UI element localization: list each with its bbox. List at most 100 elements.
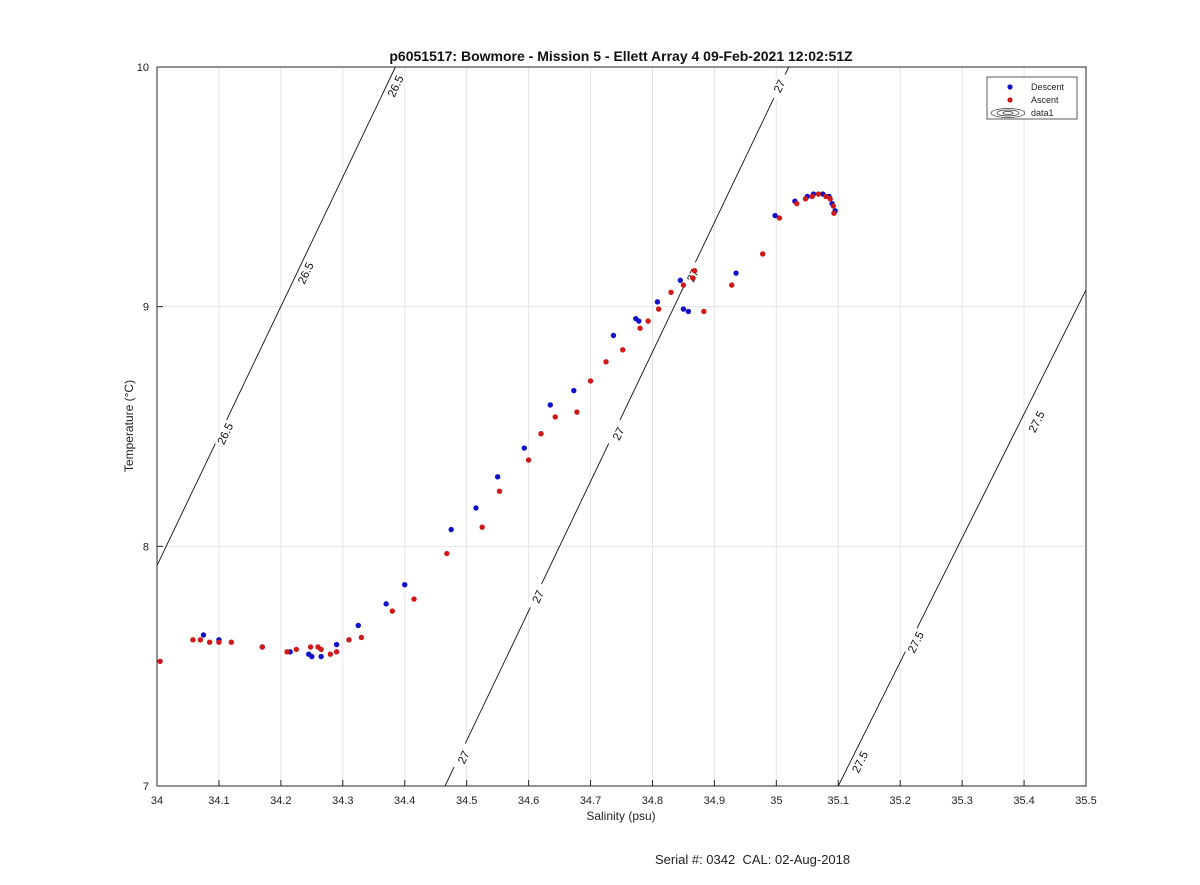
point-ascent bbox=[190, 637, 196, 643]
x-tick-label: 35.3 bbox=[951, 795, 972, 807]
contour-label: 27 bbox=[531, 589, 547, 606]
contour-label: 27 bbox=[456, 749, 472, 766]
point-ascent bbox=[680, 282, 687, 288]
y-tick-label: 7 bbox=[143, 781, 149, 793]
data-points bbox=[157, 191, 838, 665]
point-ascent bbox=[620, 347, 626, 353]
x-tick-label: 34.3 bbox=[332, 795, 353, 807]
point-descent bbox=[733, 270, 739, 276]
point-ascent bbox=[668, 289, 674, 295]
legend-label-descent: Descent bbox=[1031, 82, 1065, 92]
point-ascent bbox=[815, 191, 822, 197]
x-tick-label: 34.9 bbox=[704, 795, 725, 807]
point-ascent bbox=[827, 196, 833, 202]
point-descent bbox=[402, 581, 408, 588]
point-ascent bbox=[206, 639, 213, 645]
point-descent bbox=[521, 445, 527, 451]
point-ascent bbox=[690, 275, 696, 281]
point-descent bbox=[494, 474, 501, 480]
point-ascent bbox=[479, 524, 485, 530]
point-descent bbox=[772, 212, 778, 219]
y-tick-label: 8 bbox=[143, 541, 149, 553]
plot-frame bbox=[156, 66, 1087, 787]
point-descent bbox=[654, 299, 661, 305]
contour-line-27.5 bbox=[837, 289, 1087, 787]
point-ascent bbox=[729, 282, 735, 288]
contour-label-bg bbox=[384, 71, 407, 101]
legend-label-data1: data1 bbox=[1031, 108, 1054, 118]
point-ascent bbox=[444, 550, 450, 557]
point-ascent bbox=[358, 634, 365, 641]
axes: 34 34.1 34.2 34.3 34.4 34.5 34.6 34.7 34.8 34.9 35… bbox=[137, 62, 1097, 807]
point-ascent bbox=[794, 200, 800, 207]
x-axis-label: Salinity (psu) bbox=[586, 809, 655, 823]
legend-marker-ascent bbox=[1007, 97, 1013, 103]
contour-label-bg bbox=[526, 582, 549, 611]
legend-label-ascent: Ascent bbox=[1031, 95, 1059, 105]
y-tick-label: 9 bbox=[143, 302, 149, 314]
legend-marker-descent bbox=[1007, 84, 1013, 90]
contour-label-bg bbox=[294, 258, 317, 288]
point-ascent bbox=[411, 596, 417, 602]
x-tick-label: 34.1 bbox=[208, 795, 229, 807]
point-ascent bbox=[637, 325, 643, 331]
point-descent bbox=[200, 632, 207, 638]
contour-line-26.5 bbox=[156, 66, 396, 566]
point-descent bbox=[473, 505, 479, 511]
point-ascent bbox=[701, 308, 707, 315]
point-descent bbox=[333, 641, 340, 648]
y-axis-label: Temperature (°C) bbox=[122, 380, 136, 472]
contour-label-bg bbox=[452, 742, 475, 772]
x-tick-label: 34 bbox=[151, 795, 163, 807]
contour-label: 27 bbox=[611, 426, 627, 443]
point-ascent bbox=[216, 639, 222, 645]
contour-label-bg bbox=[904, 627, 927, 657]
point-descent bbox=[571, 387, 577, 394]
point-ascent bbox=[197, 637, 204, 643]
contour-legend-icon bbox=[990, 108, 1026, 118]
point-ascent bbox=[389, 608, 396, 614]
point-ascent bbox=[259, 644, 265, 650]
contour-label: 27 bbox=[772, 78, 788, 95]
point-ascent bbox=[307, 644, 314, 650]
x-tick-label: 34.4 bbox=[394, 795, 415, 807]
point-descent bbox=[383, 601, 389, 607]
point-ascent bbox=[809, 193, 815, 200]
point-ascent bbox=[538, 430, 544, 437]
point-ascent bbox=[228, 639, 235, 645]
point-descent bbox=[610, 332, 617, 339]
point-ascent bbox=[496, 488, 503, 494]
point-ascent bbox=[327, 651, 334, 657]
point-ascent bbox=[525, 457, 532, 463]
point-descent bbox=[636, 318, 642, 324]
point-ascent bbox=[157, 658, 163, 665]
y-tick-label: 10 bbox=[137, 62, 149, 74]
point-descent bbox=[680, 306, 687, 312]
point-ascent bbox=[655, 306, 662, 312]
point-ascent bbox=[691, 268, 698, 274]
x-tick-label: 35.2 bbox=[889, 795, 910, 807]
contour-label-bg bbox=[768, 71, 791, 101]
point-ascent bbox=[318, 646, 324, 653]
point-descent bbox=[547, 402, 553, 408]
point-ascent bbox=[830, 203, 837, 209]
point-ascent bbox=[552, 414, 558, 420]
x-tick-label: 34.5 bbox=[456, 795, 477, 807]
chart-title: p6051517: Bowmore - Mission 5 - Ellett A… bbox=[389, 48, 853, 64]
point-ascent bbox=[776, 215, 783, 221]
point-ascent bbox=[346, 637, 352, 643]
point-ascent bbox=[823, 193, 829, 200]
point-ascent bbox=[574, 409, 580, 415]
serial-cal-footer: Serial #: 0342 CAL: 02-Aug-2018 bbox=[655, 852, 851, 867]
contour-label-bg bbox=[1025, 407, 1048, 437]
point-ascent bbox=[831, 210, 837, 216]
x-tick-label: 34.6 bbox=[518, 795, 539, 807]
point-ascent bbox=[603, 359, 609, 365]
x-tick-label: 34.7 bbox=[580, 795, 601, 807]
contour-label-bg bbox=[607, 419, 630, 449]
point-descent bbox=[309, 653, 315, 660]
x-tick-label: 35.5 bbox=[1075, 795, 1096, 807]
contour-label-bg bbox=[848, 747, 872, 777]
x-tick-label: 34.8 bbox=[642, 795, 663, 807]
